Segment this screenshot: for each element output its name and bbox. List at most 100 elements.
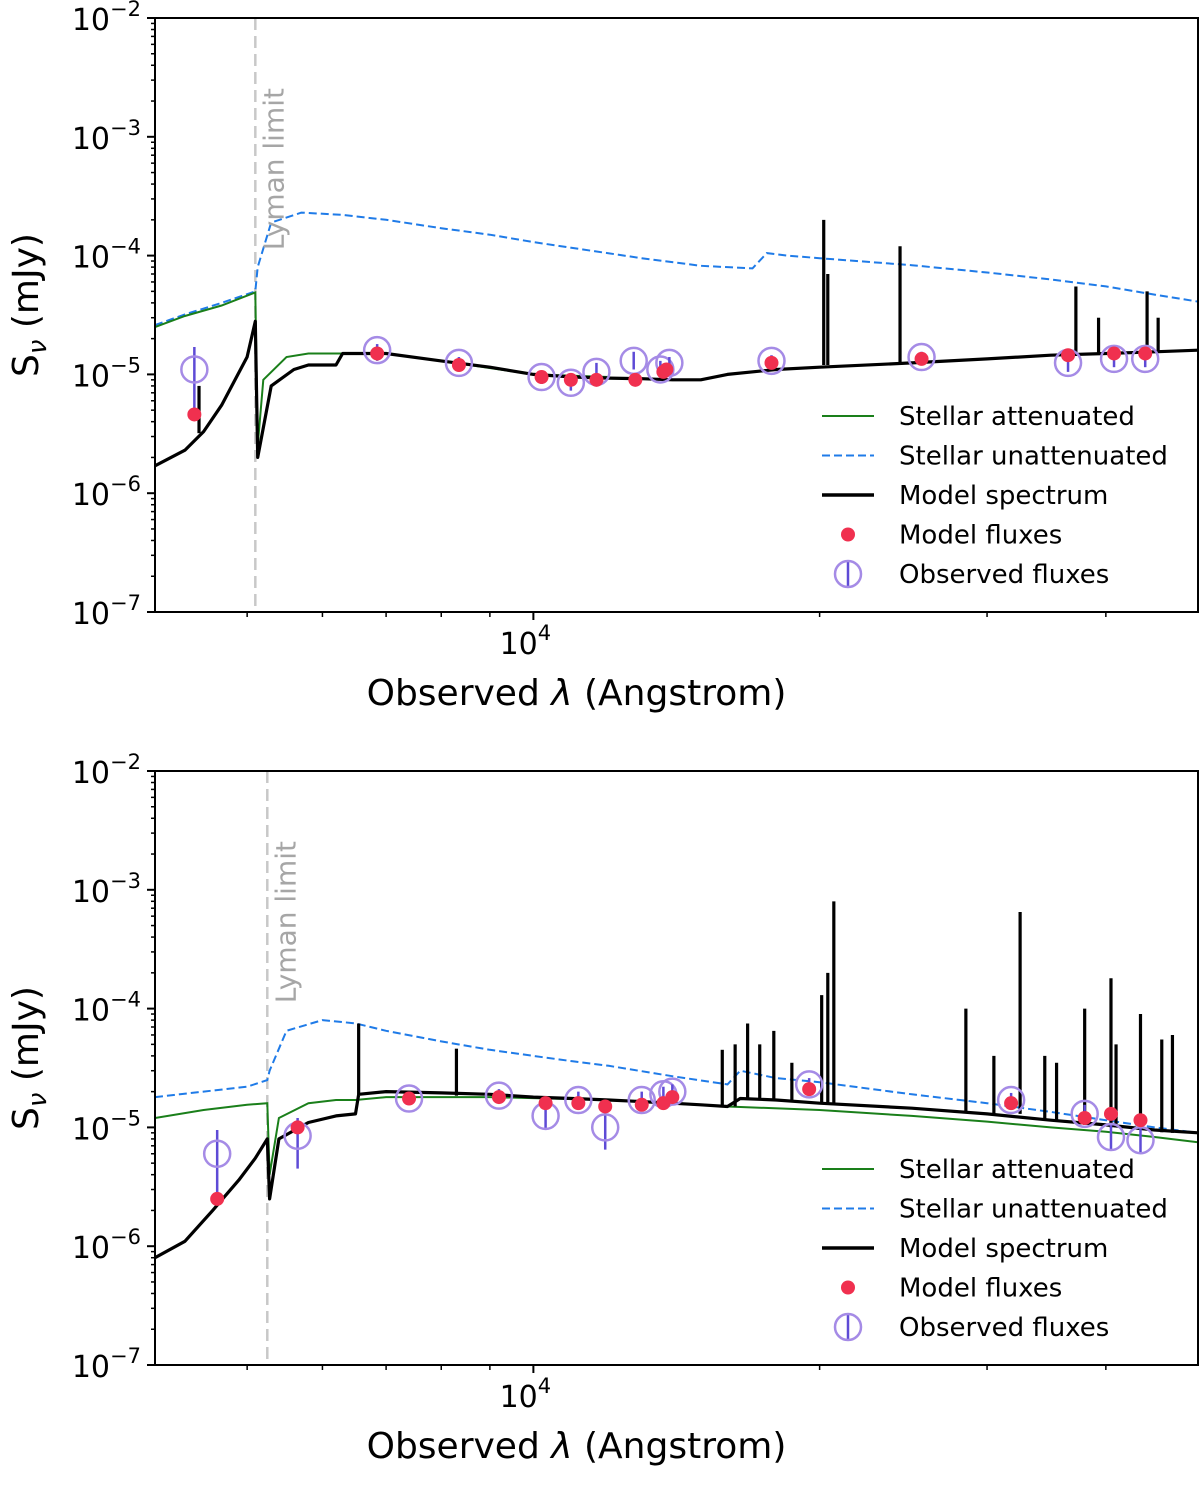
top-model-flux-point: [589, 372, 604, 387]
legend-swatch-model-flux: [841, 527, 855, 542]
top-model-flux-point: [764, 355, 779, 370]
top-series-stellar-unattenuated: [155, 211, 1198, 327]
top-observed-flux-point: [907, 342, 936, 372]
bottom-series-stellar-unattenuated: [155, 1019, 1198, 1134]
bottom-model-flux-point: [1004, 1096, 1019, 1111]
bottom-legend-item: Stellar unattenuated: [822, 1195, 1168, 1225]
top-y-tick-label: 10−2: [72, 0, 141, 38]
top-observed-flux-point: [556, 368, 586, 398]
top-series-model-spectrum: [155, 319, 1198, 468]
bottom-model-flux-point: [634, 1097, 649, 1112]
top-model-flux-point: [628, 372, 643, 387]
top-y-tick-label: 10−4: [72, 235, 141, 276]
bottom-observed-flux-point: [564, 1085, 593, 1115]
bottom-y-tick-label: 10−3: [72, 869, 141, 910]
top-model-flux-point: [914, 351, 929, 366]
top-y-tick-label: 10−6: [72, 472, 141, 513]
bottom-observed-flux-point: [996, 1085, 1026, 1115]
bottom-y-tick-label: 10−2: [72, 753, 141, 791]
top-model-flux-point: [1107, 346, 1122, 361]
bottom-legend-label: Model spectrum: [899, 1234, 1108, 1264]
top-observed-flux-point: [444, 348, 474, 378]
bottom-model-flux-point: [491, 1090, 506, 1105]
bottom-observed-flux-point: [1126, 1125, 1155, 1155]
top-x-tick-label: 104: [500, 621, 552, 662]
top-x-axis-label: Observed λ (Angstrom): [367, 673, 787, 714]
top-chart-svg: Lyman limit 10−7 10−6 10−5 10−4 10−3 10−2 104 Ob…: [6, 0, 1199, 714]
top-legend-item: Stellar attenuated: [822, 402, 1135, 432]
bottom-model-flux-point: [1133, 1113, 1148, 1128]
top-model-flux-point: [1138, 346, 1153, 361]
bottom-legend: Stellar attenuated Stellar unattenuated Mo…: [822, 1155, 1168, 1343]
bottom-model-flux-point: [571, 1096, 586, 1111]
legend-swatch-observed-flux: [833, 559, 863, 589]
bottom-model-flux-point: [1103, 1106, 1118, 1121]
bottom-chart-svg: Lyman limit 10−7 10−6 10−5 10−4 10−3 10−2 104 Ob…: [6, 753, 1199, 1467]
top-observed-flux-point: [1130, 344, 1160, 374]
bottom-axes-frame: [154, 770, 1199, 1366]
top-y-axis-label: Sν (mJy): [6, 233, 53, 377]
bottom-lyman-limit-label: Lyman limit: [269, 841, 302, 1003]
top-chart: Lyman limit 10−7 10−6 10−5 10−4 10−3 10−2 104 Ob…: [6, 0, 1199, 714]
top-axes-frame: [154, 17, 1199, 613]
top-legend-item: Stellar unattenuated: [822, 442, 1168, 472]
bottom-model-flux-point: [598, 1099, 613, 1114]
bottom-legend-label: Stellar attenuated: [899, 1155, 1135, 1185]
top-legend-item: Model fluxes: [841, 521, 1062, 551]
bottom-series-model-spectrum: [155, 1090, 1198, 1260]
bottom-y-tick-label: 10−7: [72, 1344, 141, 1385]
bottom-model-flux-point: [290, 1120, 305, 1135]
top-lyman-limit-label: Lyman limit: [257, 88, 290, 250]
top-model-flux-point: [563, 372, 578, 387]
top-plot-area: [155, 18, 1198, 612]
bottom-observed-flux-point: [627, 1085, 656, 1115]
bottom-model-flux-point: [802, 1082, 817, 1097]
bottom-observed-flux-point: [202, 1139, 232, 1169]
top-observed-flux-point: [362, 335, 392, 365]
bottom-observed-flux-point: [658, 1077, 687, 1106]
bottom-observed-flux-point: [1096, 1122, 1126, 1152]
top-model-flux-point: [187, 407, 202, 422]
top-y-tick-label: 10−7: [72, 591, 141, 632]
top-observed-flux-point: [1099, 344, 1129, 374]
bottom-model-flux-point: [210, 1191, 225, 1206]
legend-swatch-model-flux: [841, 1280, 855, 1295]
top-observed-flux-point: [180, 355, 209, 384]
bottom-observed-flux-point: [394, 1084, 424, 1113]
bottom-model-flux-point: [665, 1090, 680, 1105]
bottom-model-flux-point: [538, 1096, 553, 1111]
top-model-flux-point: [1061, 348, 1076, 363]
top-legend: Stellar attenuated Stellar unattenuated Mo…: [822, 402, 1168, 590]
bottom-series-stellar-attenuated: [155, 1096, 1198, 1175]
bottom-plot-area: [155, 771, 1198, 1365]
bottom-y-tick-label: 10−6: [72, 1225, 141, 1266]
bottom-x-axis-label: Observed λ (Angstrom): [367, 1426, 787, 1467]
top-observed-flux-point: [655, 348, 684, 378]
bottom-legend-label: Model fluxes: [899, 1274, 1062, 1304]
bottom-legend-item: Observed fluxes: [833, 1312, 1109, 1343]
bottom-y-tick-label: 10−4: [72, 988, 141, 1029]
top-legend-label: Stellar attenuated: [899, 402, 1135, 432]
top-legend-item: Model spectrum: [822, 481, 1108, 511]
bottom-model-flux-point: [402, 1091, 417, 1106]
bottom-legend-item: Model spectrum: [822, 1234, 1108, 1264]
top-model-flux-point: [534, 370, 549, 385]
bottom-legend-label: Observed fluxes: [899, 1313, 1109, 1343]
bottom-legend-label: Stellar unattenuated: [899, 1195, 1168, 1225]
bottom-y-axis-label: Sν (mJy): [6, 986, 53, 1130]
top-legend-label: Observed fluxes: [899, 560, 1109, 590]
top-observed-flux-point: [527, 362, 556, 392]
top-model-flux-point: [451, 357, 466, 372]
bottom-legend-item: Stellar attenuated: [822, 1155, 1135, 1185]
top-y-tick-label: 10−3: [72, 116, 141, 157]
top-legend-item: Observed fluxes: [833, 559, 1109, 590]
bottom-observed-flux-point: [1070, 1099, 1099, 1129]
top-model-flux-point: [659, 362, 674, 377]
top-series-stellar-attenuated: [155, 290, 609, 446]
bottom-x-tick-label: 104: [500, 1374, 552, 1415]
top-legend-label: Stellar unattenuated: [899, 442, 1168, 472]
top-legend-label: Model spectrum: [899, 481, 1108, 511]
legend-swatch-observed-flux: [833, 1312, 863, 1342]
top-observed-flux-point: [757, 346, 786, 376]
top-model-flux-point: [370, 346, 385, 361]
